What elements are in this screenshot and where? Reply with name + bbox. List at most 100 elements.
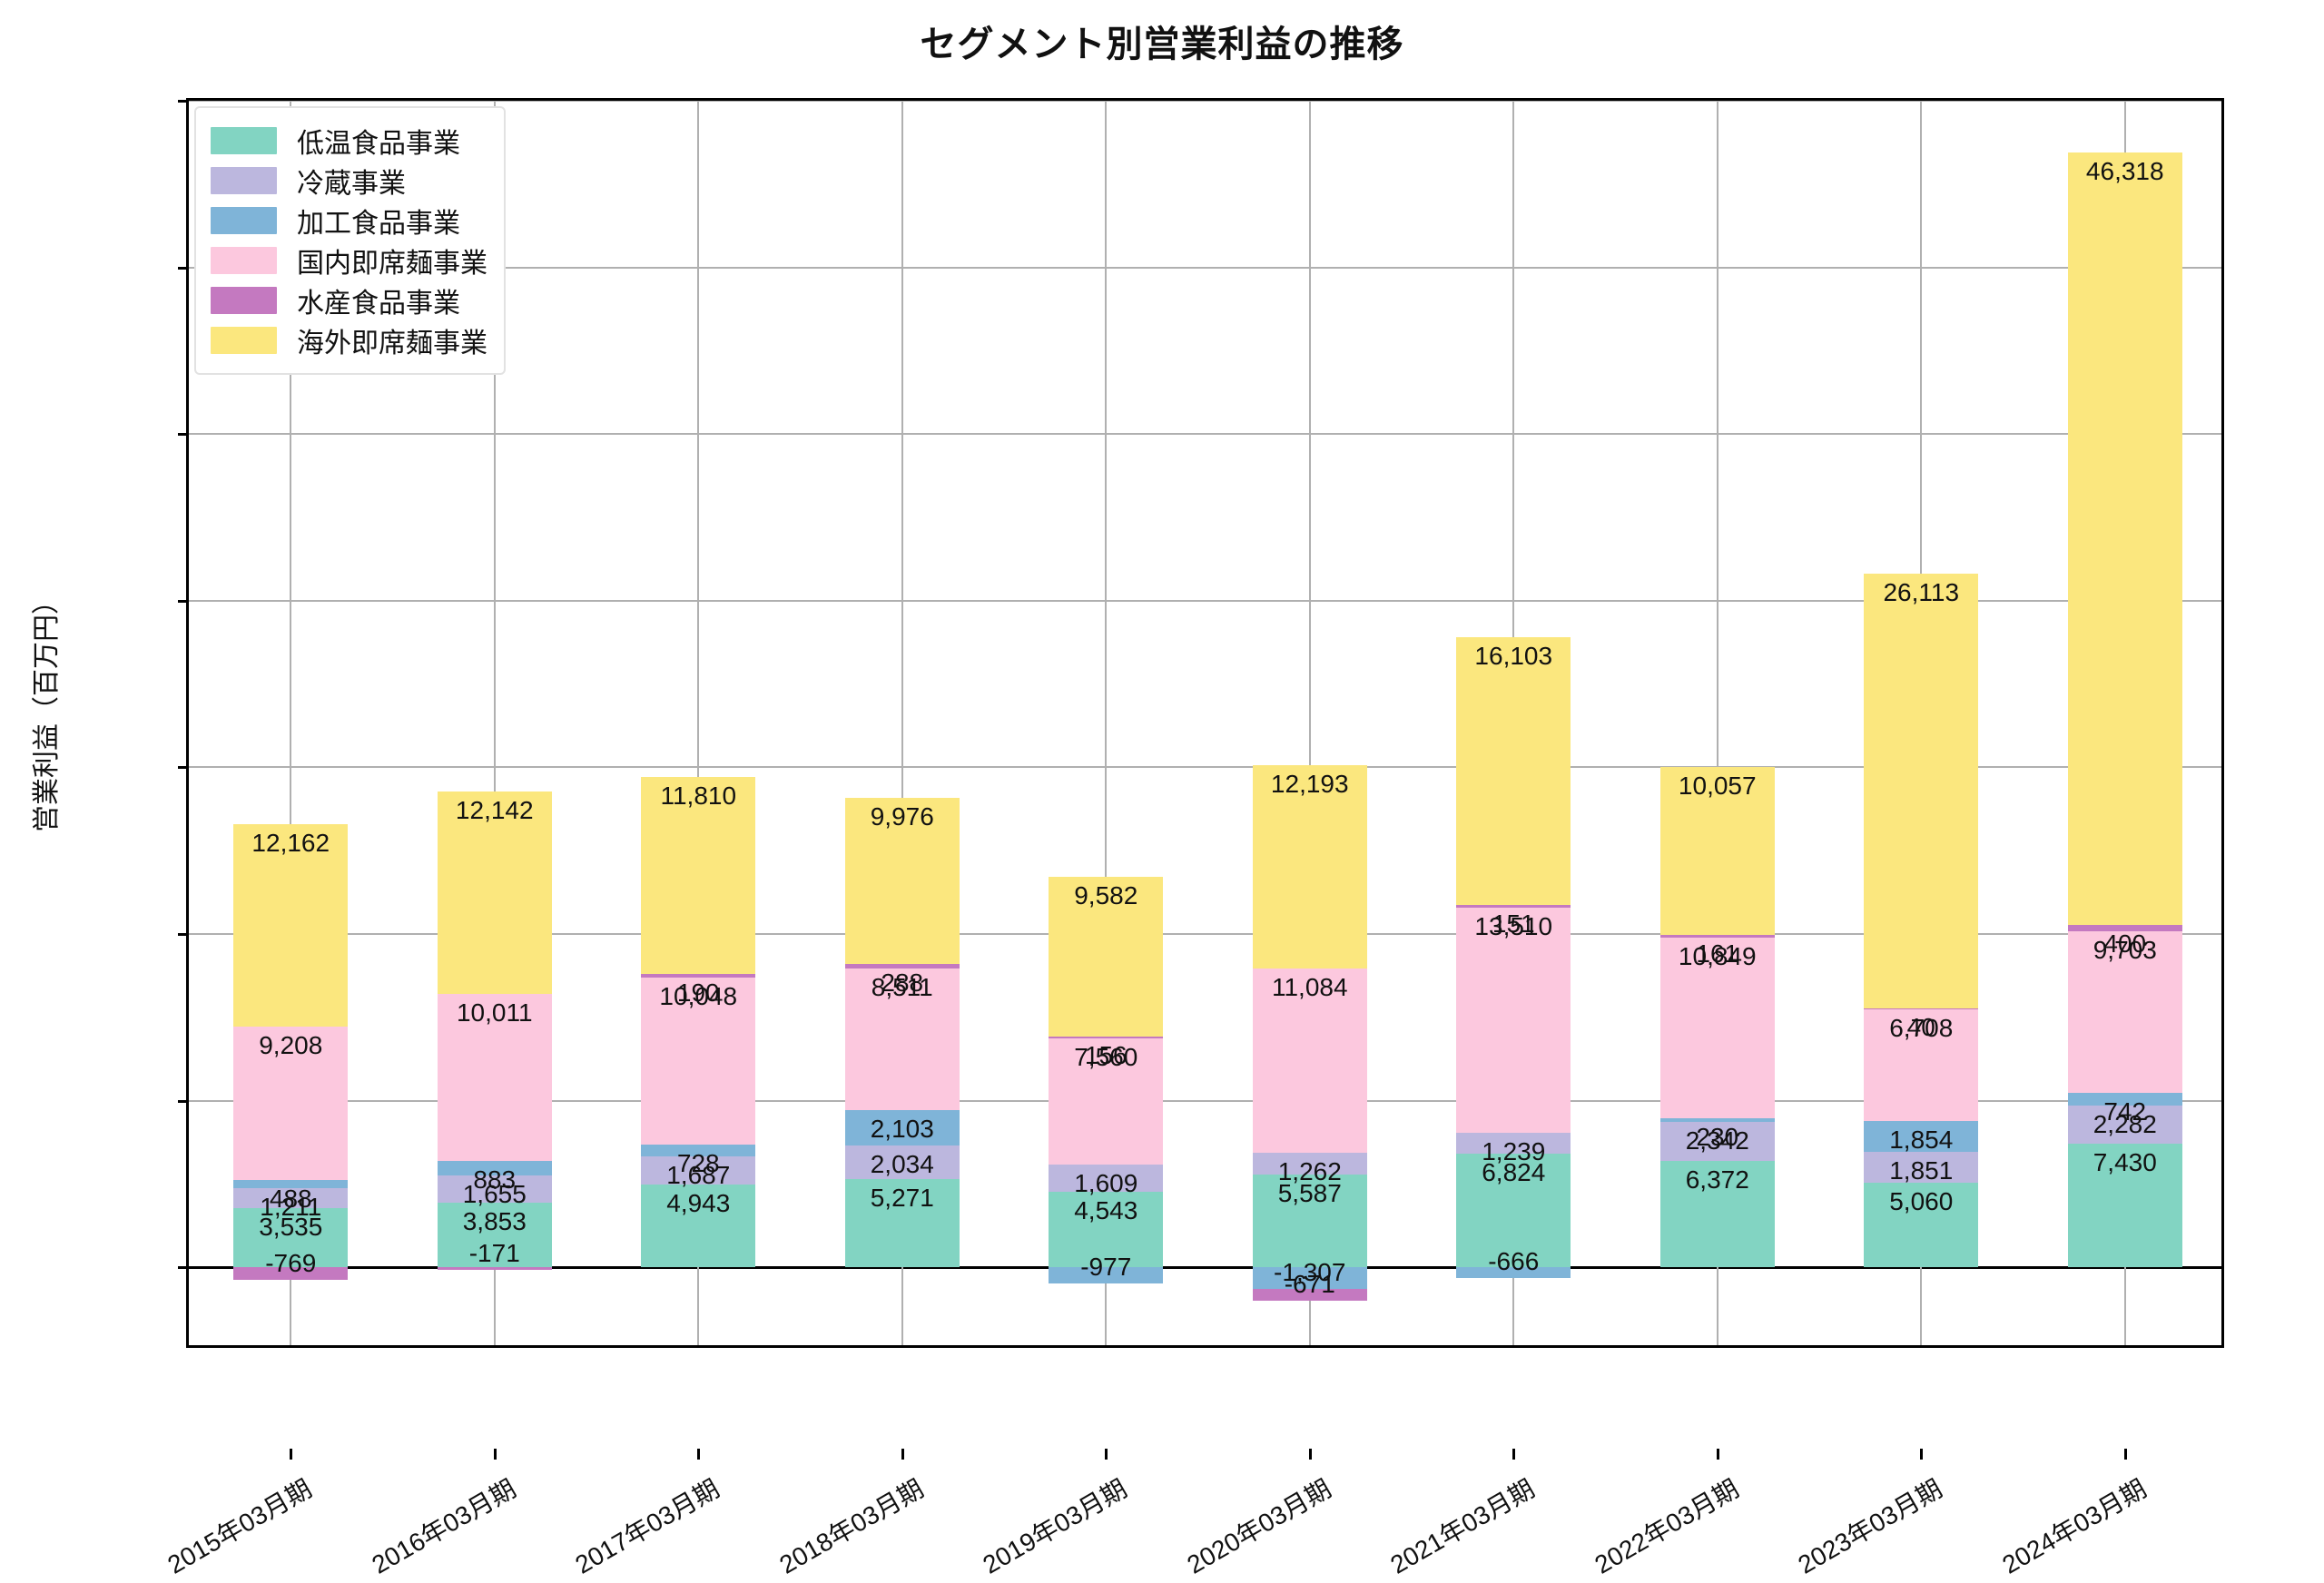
bar-segment — [1659, 934, 1775, 938]
bar-segment — [1252, 1153, 1367, 1175]
bar-segment — [437, 994, 552, 1161]
bar-segment — [1864, 1009, 1979, 1122]
x-axis-tick-mark — [901, 1449, 904, 1460]
bar-segment — [2067, 1093, 2182, 1106]
bar-segment — [1049, 1267, 1164, 1284]
x-axis-tick-label: 2016年03月期 — [367, 1474, 521, 1579]
legend-item[interactable]: 海外即席麺事業 — [211, 320, 487, 360]
bar-segment — [1252, 968, 1367, 1154]
bar-segment — [844, 797, 960, 964]
bar-segment — [844, 963, 960, 969]
bar-segment — [1049, 1038, 1164, 1165]
gridline-horizontal — [189, 766, 2221, 769]
legend-item[interactable]: 冷蔵事業 — [211, 161, 487, 201]
bar-segment — [1252, 1174, 1367, 1268]
bar-segment — [1659, 937, 1775, 1118]
bar-segment — [1659, 1122, 1775, 1162]
gridline-horizontal — [189, 1099, 2221, 1102]
legend-item[interactable]: 低温食品事業 — [211, 121, 487, 161]
bar-segment — [1456, 636, 1571, 906]
x-axis-tick-label: 2015年03月期 — [162, 1474, 317, 1579]
bar-segment — [1864, 573, 1979, 1009]
y-axis-tick-mark — [178, 933, 189, 936]
x-axis-tick-mark — [2123, 1449, 2127, 1460]
gridline-vertical — [493, 101, 496, 1345]
x-axis-tick-label: 2017年03月期 — [570, 1474, 724, 1579]
bar-segment — [2067, 1105, 2182, 1144]
x-axis-tick-mark — [1716, 1449, 1719, 1460]
bar-segment — [1456, 908, 1571, 1134]
x-axis-tick-label: 2020年03月期 — [1182, 1474, 1336, 1579]
x-axis-tick-mark — [1105, 1449, 1108, 1460]
bar-segment — [1252, 765, 1367, 968]
bar-segment — [1252, 1289, 1367, 1301]
legend-swatch — [211, 127, 277, 154]
bar-segment — [233, 1180, 349, 1189]
gridline-horizontal — [189, 933, 2221, 935]
bar-segment — [641, 977, 756, 1145]
chart-root: セグメント別営業利益の推移 営業利益（百万円） 3,535 1,211 488 9,2… — [32, 25, 2224, 1579]
x-axis-tick-label: 2024年03月期 — [1997, 1474, 2152, 1579]
y-axis-tick-mark — [178, 1266, 189, 1270]
bar-segment — [641, 974, 756, 978]
bar-segment — [437, 1175, 552, 1204]
bar-segment — [1456, 1153, 1571, 1268]
bar-segment — [437, 1160, 552, 1176]
bar-segment — [844, 1145, 960, 1180]
y-axis-tick-mark — [178, 266, 189, 270]
gridline-vertical — [1716, 101, 1718, 1345]
chart-title: セグメント別営業利益の推移 — [920, 25, 1404, 64]
legend-item[interactable]: 加工食品事業 — [211, 201, 487, 241]
bar-segment — [437, 792, 552, 995]
legend-label: 水産食品事業 — [297, 289, 460, 319]
gridline-vertical — [1308, 101, 1311, 1345]
bar-segment — [233, 1188, 349, 1209]
bar-segment — [233, 1208, 349, 1268]
bar-segment — [437, 1203, 552, 1268]
bar-segment — [1252, 1267, 1367, 1290]
zero-baseline — [189, 1266, 2221, 1270]
gridline-vertical — [697, 101, 700, 1345]
bar-segment — [1659, 767, 1775, 935]
legend-swatch — [211, 287, 277, 314]
bar-segment — [233, 1267, 349, 1281]
bar-segment — [641, 1185, 756, 1268]
bar-segment — [1456, 1267, 1571, 1279]
x-axis-tick-mark — [290, 1449, 293, 1460]
bar-segment — [641, 1156, 756, 1185]
x-axis-tick-label: 2022年03月期 — [1590, 1474, 1744, 1579]
bar-segment — [233, 823, 349, 1027]
bar-segment — [844, 968, 960, 1111]
bar-segment — [1049, 1036, 1164, 1039]
legend-label: 冷蔵事業 — [297, 169, 406, 199]
bar-segment — [1864, 1183, 1979, 1268]
legend-item[interactable]: 水産食品事業 — [211, 280, 487, 320]
bar-segment — [2067, 931, 2182, 1094]
bar-segment — [641, 1145, 756, 1157]
legend-item[interactable]: 国内即席麺事業 — [211, 241, 487, 280]
x-axis-tick-label: 2019年03月期 — [978, 1474, 1132, 1579]
chart-legend: 低温食品事業冷蔵事業加工食品事業 国内即席麺事業水産食品事業 海外即席麺事業 — [194, 106, 506, 375]
y-axis-title: 営業利益（百万円） — [32, 587, 62, 832]
bar-segment — [641, 777, 756, 975]
x-axis-tick-mark — [493, 1449, 497, 1460]
bar-segment — [437, 1267, 552, 1271]
bar-segment — [844, 1179, 960, 1268]
x-axis-tick-label: 2021年03月期 — [1385, 1474, 1540, 1579]
x-axis-tick-mark — [1512, 1449, 1516, 1460]
gridline-vertical — [1105, 101, 1108, 1345]
legend-swatch — [211, 327, 277, 354]
bar-segment — [1456, 905, 1571, 909]
legend-swatch — [211, 247, 277, 274]
bar-segment — [1049, 1165, 1164, 1192]
legend-label: 海外即席麺事業 — [297, 329, 487, 359]
y-axis-tick-mark — [178, 100, 189, 103]
bar-segment — [1659, 1117, 1775, 1123]
x-axis-tick-label: 2023年03月期 — [1793, 1474, 1947, 1579]
bar-segment — [2067, 924, 2182, 932]
bar-segment — [1864, 1121, 1979, 1153]
y-axis-tick-mark — [178, 1099, 189, 1103]
bar-segment — [1864, 1008, 1979, 1010]
gridline-horizontal — [189, 433, 2221, 436]
legend-label: 加工食品事業 — [297, 209, 460, 239]
